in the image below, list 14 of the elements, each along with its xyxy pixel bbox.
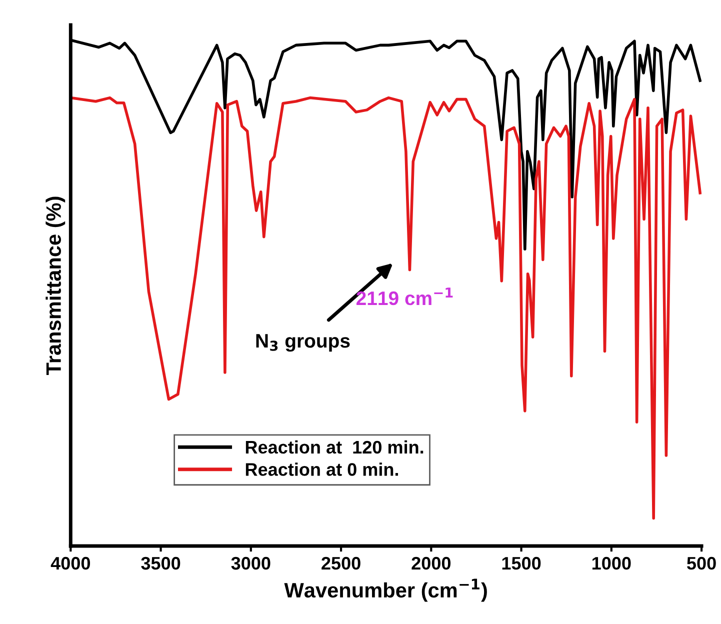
x-tick-label: 500 [687, 556, 716, 570]
x-tick-label: 2000 [412, 556, 451, 570]
y-axis-title: Transmittance (%) [46, 196, 66, 375]
annotation: N$_{3}$ groups [256, 334, 350, 352]
annotation: 2119 cm$^{−1}$ [356, 288, 453, 306]
x-tick-label: 2500 [322, 556, 360, 570]
x-tick-label: 1000 [592, 556, 631, 570]
legend-label: Reaction at 0 min. [246, 462, 398, 476]
x-tick-label: 1500 [502, 556, 541, 570]
legend-label: Reaction at 120 min. [246, 440, 424, 454]
x-tick-label: 4000 [50, 556, 90, 570]
x-axis-title: Wavenumber (cm$^{−1}$) [284, 578, 487, 602]
x-tick-label: 3500 [141, 556, 180, 570]
x-tick-label: 3000 [231, 556, 270, 570]
